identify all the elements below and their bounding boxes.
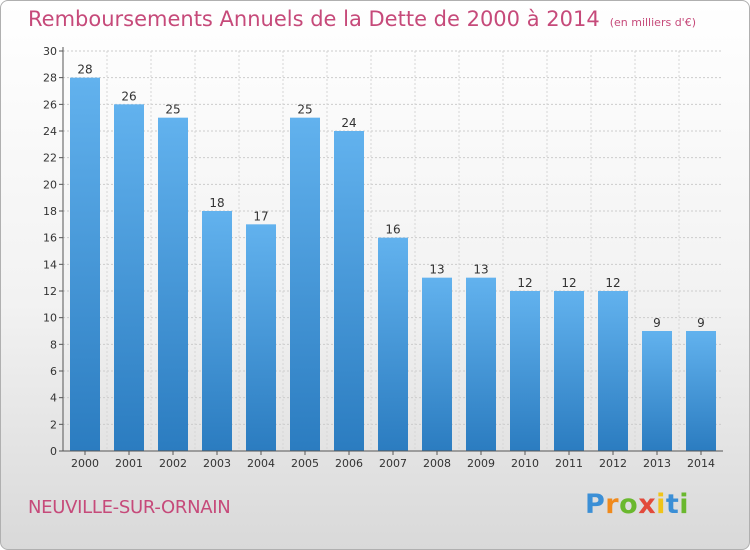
logo-letter: i (656, 489, 666, 520)
x-tick-label: 2000 (71, 457, 99, 470)
bar-2012 (598, 291, 628, 451)
bar-value-label: 25 (297, 103, 312, 117)
bar-2010 (510, 291, 540, 451)
y-tick-label: 22 (43, 152, 57, 165)
x-tick-label: 2003 (203, 457, 231, 470)
x-tick-label: 2007 (379, 457, 407, 470)
y-tick-label: 14 (43, 258, 57, 271)
y-tick-label: 18 (43, 205, 57, 218)
logo-letter: t (665, 489, 680, 520)
bar-2001 (114, 104, 144, 451)
x-tick-label: 2009 (467, 457, 495, 470)
x-tick-label: 2011 (555, 457, 583, 470)
logo-letter: r (605, 489, 620, 520)
proxiti-logo: Proxiti (585, 489, 689, 520)
labels: 0246810121416182022242628302820002620012… (43, 45, 715, 470)
y-tick-label: 28 (43, 72, 57, 85)
x-tick-label: 2014 (687, 457, 715, 470)
y-tick-label: 8 (50, 338, 57, 351)
bar-value-label: 28 (77, 63, 92, 77)
bar-2005 (290, 117, 320, 452)
bar-2003 (202, 211, 232, 451)
bar-value-label: 9 (697, 316, 705, 330)
x-tick-label: 2002 (159, 457, 187, 470)
bar-2013 (642, 331, 672, 451)
y-tick-label: 2 (50, 418, 57, 431)
x-tick-label: 2005 (291, 457, 319, 470)
x-tick-label: 2010 (511, 457, 539, 470)
bar-value-label: 12 (561, 276, 576, 290)
bar-value-label: 24 (341, 116, 356, 130)
bar-value-label: 18 (209, 196, 224, 210)
x-tick-label: 2006 (335, 457, 363, 470)
logo-letter: P (585, 489, 606, 520)
bar-2000 (70, 77, 100, 452)
bars (70, 77, 716, 452)
bar-value-label: 12 (605, 276, 620, 290)
y-tick-label: 20 (43, 178, 57, 191)
axes (59, 47, 723, 455)
y-tick-label: 6 (50, 365, 57, 378)
x-tick-label: 2012 (599, 457, 627, 470)
logo-letter: i (679, 489, 690, 520)
y-tick-label: 26 (43, 98, 57, 111)
y-tick-label: 12 (43, 285, 57, 298)
x-tick-label: 2004 (247, 457, 275, 470)
y-tick-label: 4 (50, 392, 57, 405)
bar-value-label: 9 (653, 316, 661, 330)
bar-2004 (246, 224, 276, 451)
bar-value-label: 16 (385, 223, 400, 237)
y-tick-label: 10 (43, 312, 57, 325)
bar-value-label: 25 (165, 103, 180, 117)
bar-2006 (334, 131, 364, 451)
chart-title-text: Remboursements Annuels de la Dette de 20… (28, 7, 600, 31)
bar-2008 (422, 277, 452, 451)
x-tick-label: 2008 (423, 457, 451, 470)
bar-value-label: 12 (517, 276, 532, 290)
bar-2014 (686, 331, 716, 451)
bar-2007 (378, 237, 408, 451)
logo-letter: o (619, 489, 639, 520)
bar-value-label: 17 (253, 209, 268, 223)
y-tick-label: 0 (50, 445, 57, 458)
bar-value-label: 26 (121, 89, 136, 103)
x-tick-label: 2001 (115, 457, 143, 470)
logo-letter: x (638, 489, 657, 520)
bar-value-label: 13 (473, 263, 488, 277)
bar-2011 (554, 291, 584, 451)
y-tick-label: 16 (43, 232, 57, 245)
city-name: NEUVILLE-SUR-ORNAIN (28, 497, 231, 518)
bar-2002 (158, 117, 188, 452)
chart-unit-note: (en milliers d'€) (609, 16, 696, 29)
bar-value-label: 13 (429, 263, 444, 277)
chart-title: Remboursements Annuels de la Dette de 20… (28, 7, 696, 31)
x-tick-label: 2013 (643, 457, 671, 470)
bar-2009 (466, 277, 496, 451)
y-tick-label: 30 (43, 45, 57, 58)
y-tick-label: 24 (43, 125, 57, 138)
